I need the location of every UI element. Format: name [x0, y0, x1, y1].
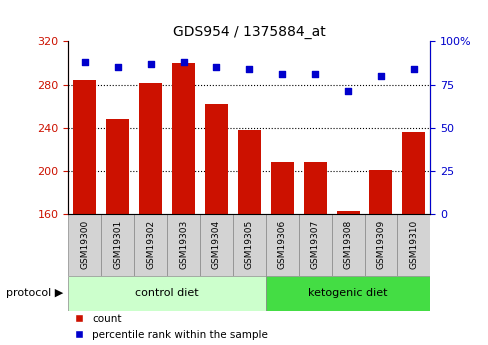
Text: GSM19308: GSM19308	[343, 220, 352, 269]
Title: GDS954 / 1375884_at: GDS954 / 1375884_at	[173, 25, 325, 39]
Bar	[204, 104, 227, 214]
Legend: count, percentile rank within the sample: count, percentile rank within the sample	[74, 314, 268, 340]
Bar	[331, 214, 364, 276]
Bar	[270, 162, 293, 214]
Bar	[402, 132, 425, 214]
Bar	[139, 83, 162, 214]
Text: GSM19300: GSM19300	[80, 220, 89, 269]
Text: ketogenic diet: ketogenic diet	[308, 288, 387, 298]
Point	[146, 61, 154, 67]
Bar	[303, 162, 326, 214]
Text: GSM19304: GSM19304	[212, 220, 221, 269]
Point	[409, 66, 417, 72]
Bar	[134, 214, 167, 276]
Bar	[336, 211, 359, 214]
Text: GSM19309: GSM19309	[376, 220, 385, 269]
Bar	[73, 80, 96, 214]
Text: GSM19303: GSM19303	[179, 220, 188, 269]
Text: GSM19306: GSM19306	[277, 220, 286, 269]
Text: GSM19307: GSM19307	[310, 220, 319, 269]
Point	[245, 66, 253, 72]
Bar	[265, 214, 298, 276]
Bar	[237, 130, 261, 214]
Point	[376, 73, 384, 79]
Point	[179, 59, 187, 65]
Bar	[68, 214, 101, 276]
Bar	[364, 214, 397, 276]
Point	[344, 89, 351, 94]
Bar	[172, 63, 195, 214]
Point	[81, 59, 89, 65]
Bar	[298, 214, 331, 276]
Bar	[397, 214, 429, 276]
Text: GSM19301: GSM19301	[113, 220, 122, 269]
Bar	[200, 214, 232, 276]
Point	[114, 65, 122, 70]
Text: control diet: control diet	[135, 288, 199, 298]
Text: GSM19302: GSM19302	[146, 220, 155, 269]
Bar	[106, 119, 129, 214]
Point	[212, 65, 220, 70]
Bar	[265, 276, 429, 310]
Bar	[68, 276, 265, 310]
Text: GSM19305: GSM19305	[244, 220, 253, 269]
Point	[311, 71, 319, 77]
Point	[278, 71, 285, 77]
Bar	[232, 214, 265, 276]
Text: GSM19310: GSM19310	[408, 220, 418, 269]
Bar	[101, 214, 134, 276]
Text: protocol ▶: protocol ▶	[6, 288, 63, 298]
Bar	[369, 170, 392, 214]
Bar	[167, 214, 200, 276]
